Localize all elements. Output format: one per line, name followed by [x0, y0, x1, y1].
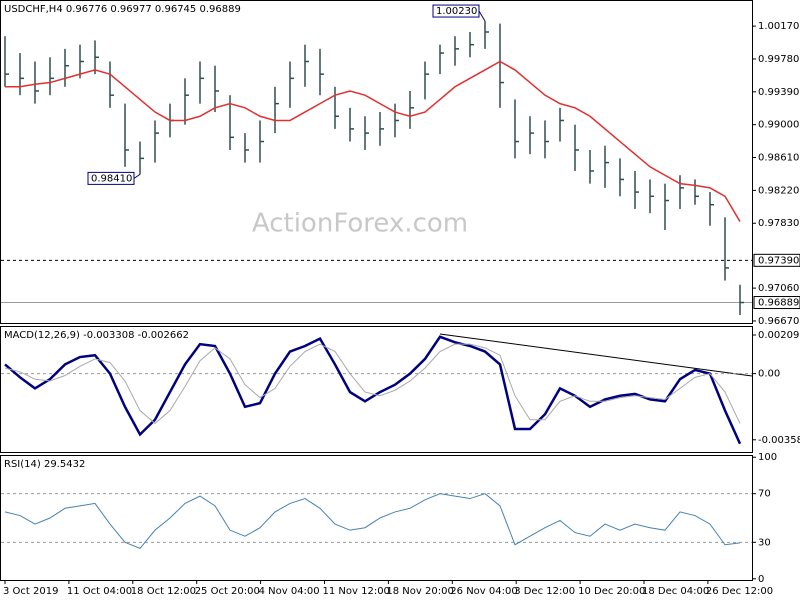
- panel-title: MACD(12,26,9) -0.003308 -0.002662: [4, 330, 189, 341]
- panel-title: RSI(14) 29.5432: [4, 459, 85, 470]
- level-box: [753, 253, 800, 267]
- y-tick-label: 0.98610: [758, 153, 799, 164]
- y-tick-label: 0.99780: [758, 54, 799, 65]
- panel-title: USDCHF,H4 0.96776 0.96977 0.96745 0.9688…: [4, 4, 241, 15]
- x-tick-label: 3 Dec 12:00: [514, 586, 575, 597]
- x-tick-label: 3 Oct 2019: [3, 586, 58, 597]
- series-line: [4, 335, 742, 445]
- y-tick-label: 0.97060: [758, 283, 799, 294]
- level-label: 0.96889: [758, 298, 799, 309]
- x-tick-label: 11 Oct 04:00: [67, 586, 132, 597]
- series-line: [4, 343, 741, 425]
- y-tick-label: 0: [758, 574, 764, 585]
- y-tick-label: 0.002097: [758, 330, 800, 341]
- rsi-panel: [0, 455, 753, 581]
- x-tick-label: 25 Oct 20:00: [195, 586, 260, 597]
- annotation-label: 0.98410: [91, 173, 132, 184]
- level-box: [753, 296, 800, 310]
- x-tick-label: 18 Dec 04:00: [642, 586, 709, 597]
- y-tick-label: 0.99000: [758, 120, 799, 131]
- watermark: ActionForex.com: [252, 209, 468, 239]
- series-line: [5, 60, 741, 222]
- annotation-leader: [478, 10, 486, 22]
- annotation-leader: [133, 173, 141, 179]
- y-tick-label: 0.99390: [758, 87, 799, 98]
- x-tick-label: 4 Nov 04:00: [259, 586, 320, 597]
- macd-panel: [0, 326, 753, 453]
- x-tick-label: 11 Nov 12:00: [323, 586, 390, 597]
- y-tick-label: 1.00170: [758, 21, 799, 32]
- y-tick-label: 70: [758, 489, 771, 500]
- y-tick-label: 0.96670: [758, 316, 799, 327]
- trend-line: [439, 333, 753, 377]
- x-tick-label: 18 Oct 12:00: [131, 586, 196, 597]
- y-tick-label: 0.97830: [758, 218, 799, 229]
- y-tick-label: -0.003588: [758, 435, 800, 446]
- x-tick-label: 26 Nov 04:00: [450, 586, 517, 597]
- x-tick-label: 18 Nov 20:00: [386, 586, 453, 597]
- y-tick-label: 0.98220: [758, 185, 799, 196]
- annotation-label: 1.00230: [436, 6, 477, 17]
- y-tick-label: 100: [758, 452, 777, 463]
- series-line: [4, 493, 741, 549]
- x-tick-label: 10 Dec 20:00: [578, 586, 645, 597]
- price-panel: [0, 0, 753, 324]
- y-tick-label: 30: [758, 537, 771, 548]
- y-tick-label: 0.00: [758, 369, 780, 380]
- level-label: 0.97390: [758, 255, 799, 266]
- x-tick-label: 26 Dec 12:00: [706, 586, 773, 597]
